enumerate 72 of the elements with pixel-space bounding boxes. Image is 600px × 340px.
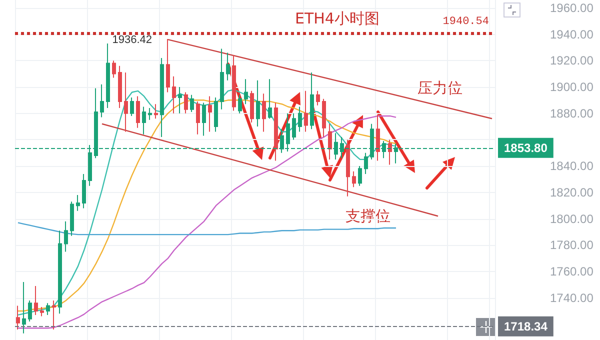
candlestick: [352, 170, 356, 188]
annotation: 1936.42: [112, 34, 152, 46]
candlestick: [46, 302, 50, 316]
candlestick: [40, 306, 44, 317]
candlestick: [364, 152, 368, 174]
y-tick-label: 1780.00: [550, 238, 594, 252]
y-tick-label: 1900.00: [550, 80, 594, 94]
candlestick: [82, 173, 86, 209]
candlestick: [268, 78, 272, 120]
candlestick: [28, 300, 32, 322]
candlestick: [226, 52, 230, 81]
candlestick: [322, 98, 326, 138]
candlestick: [52, 300, 56, 330]
y-tick-label: 1760.00: [550, 264, 594, 278]
candlestick: [190, 94, 194, 113]
candlestick: [136, 96, 140, 128]
candlestick: [184, 92, 188, 114]
y-tick-label: 1820.00: [550, 185, 594, 200]
candlestick: [196, 100, 200, 135]
candlestick: [22, 282, 26, 334]
candlestick: [304, 90, 308, 132]
candlestick: [58, 230, 62, 314]
candlestick: [292, 112, 296, 140]
candlestick: [16, 305, 20, 330]
candlestick: [142, 106, 146, 135]
candlestick: [106, 42, 110, 109]
candlestick: [298, 106, 302, 132]
candlestick: [70, 201, 74, 236]
candlestick: [214, 97, 218, 132]
candlestick: [124, 72, 128, 132]
candlestick: [130, 97, 134, 116]
y-tick-label: 1940.00: [550, 27, 594, 42]
line-series: [17, 222, 397, 236]
text: ETH4小时图: [295, 10, 380, 28]
ref-line-label: 1718.34: [504, 319, 548, 334]
candlestick: [250, 90, 254, 124]
candlestick: [310, 72, 314, 130]
candlestick: [346, 139, 350, 197]
candlestick: [34, 285, 38, 316]
candlestick: [238, 94, 242, 114]
candlestick: [232, 54, 236, 112]
candlestick: [112, 60, 116, 78]
candlestick: [100, 84, 104, 118]
ref-line-label: 1940.54: [442, 16, 490, 28]
candlestick: [328, 123, 332, 160]
candlestick: [220, 48, 224, 110]
ref-line-label: 1853.80: [504, 140, 548, 155]
y-tick-label: 1880.00: [550, 106, 594, 120]
candlestick: [154, 104, 158, 120]
candlestick: [118, 65, 122, 109]
candlestick: [388, 139, 392, 166]
candlestick: [244, 78, 248, 105]
candlestick: [160, 57, 164, 138]
y-tick-label: 1920.00: [550, 54, 594, 68]
y-tick-label: 1960.00: [550, 0, 594, 15]
candlestick: [358, 166, 362, 186]
candlestick: [172, 76, 176, 114]
candlestick: [208, 96, 212, 132]
candlestick: [202, 102, 206, 136]
candlestick: [316, 90, 320, 106]
candlestick: [76, 194, 80, 212]
candlestick: [64, 220, 68, 252]
y-tick-label: 1800.00: [550, 212, 594, 226]
candlestick: [376, 114, 380, 162]
candlestick: [256, 80, 260, 128]
y-tick-label: 1840.00: [550, 159, 594, 174]
candlestick: [148, 108, 152, 120]
candlestick: [262, 93, 266, 132]
y-tick-label: 1740.00: [550, 290, 594, 305]
candlestick: [178, 86, 182, 114]
candlestick: [166, 38, 170, 93]
candlestick: [274, 102, 278, 162]
